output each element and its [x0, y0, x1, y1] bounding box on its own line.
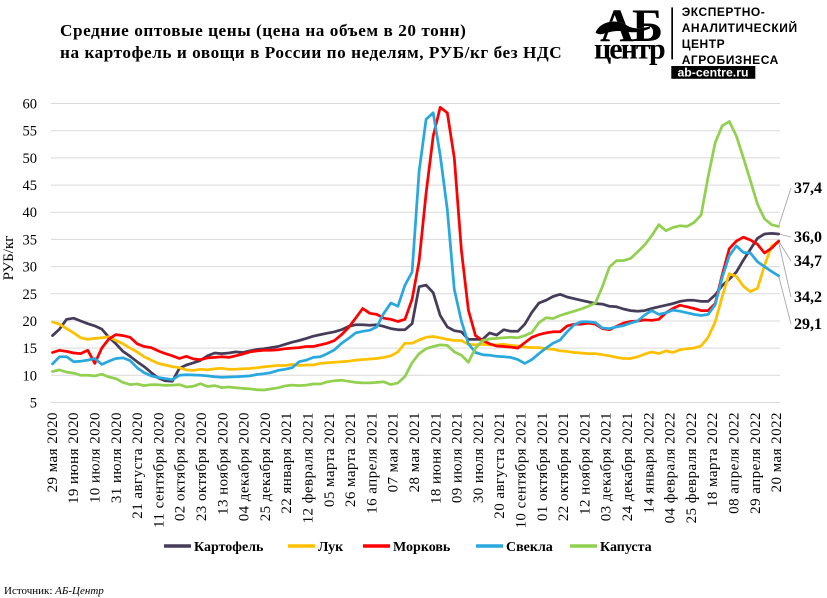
svg-text:13 ноября 2020: 13 ноября 2020 [215, 412, 231, 515]
svg-text:12 февраля 2021: 12 февраля 2021 [301, 412, 317, 523]
svg-text:35: 35 [23, 232, 38, 248]
svg-text:22 января 2021: 22 января 2021 [279, 412, 295, 514]
svg-text:11 сентября 2020: 11 сентября 2020 [151, 412, 167, 528]
svg-text:30 июля 2021: 30 июля 2021 [471, 412, 487, 503]
svg-text:10 сентября 2021: 10 сентября 2021 [514, 412, 530, 529]
svg-text:05 марта 2021: 05 марта 2021 [322, 412, 338, 507]
svg-text:04 февраля 2022: 04 февраля 2022 [663, 412, 679, 523]
svg-text:Свекла: Свекла [506, 540, 553, 555]
svg-text:центр: центр [594, 33, 665, 66]
svg-text:28 мая 2021: 28 мая 2021 [407, 412, 423, 492]
svg-text:04 декабря 2020: 04 декабря 2020 [237, 412, 253, 521]
svg-text:АГРОБИЗНЕСА: АГРОБИЗНЕСА [682, 53, 779, 67]
svg-text:26 марта 2021: 26 марта 2021 [343, 412, 359, 507]
svg-text:АНАЛИТИЧЕСКИЙ: АНАЛИТИЧЕСКИЙ [682, 20, 798, 35]
svg-text:20 августа 2021: 20 августа 2021 [492, 412, 508, 519]
svg-text:29 апреля 2022: 29 апреля 2022 [748, 412, 764, 514]
svg-text:25 февраля 2022: 25 февраля 2022 [684, 412, 700, 523]
svg-text:15: 15 [23, 341, 38, 357]
svg-text:20: 20 [23, 314, 38, 330]
svg-text:Капуста: Капуста [600, 540, 652, 555]
svg-text:24 декабря 2021: 24 декабря 2021 [620, 412, 636, 521]
svg-text:12 ноября 2021: 12 ноября 2021 [577, 412, 593, 515]
svg-text:10 июля 2020: 10 июля 2020 [88, 412, 104, 503]
svg-text:20 мая 2022: 20 мая 2022 [769, 412, 785, 492]
svg-text:18 июня 2021: 18 июня 2021 [428, 412, 444, 504]
svg-text:36,0: 36,0 [794, 229, 822, 246]
svg-text:22 октября 2021: 22 октября 2021 [556, 412, 572, 521]
svg-text:25 декабря 2020: 25 декабря 2020 [258, 412, 274, 521]
svg-text:29,1: 29,1 [794, 316, 822, 333]
svg-text:60: 60 [23, 97, 38, 113]
svg-text:50: 50 [23, 151, 38, 167]
svg-text:Лук: Лук [318, 540, 344, 555]
svg-text:ЦЕНТР: ЦЕНТР [682, 37, 726, 51]
svg-text:34,7: 34,7 [794, 253, 822, 270]
svg-text:18 марта 2022: 18 марта 2022 [705, 412, 721, 507]
svg-text:23 октября 2020: 23 октября 2020 [194, 412, 210, 521]
svg-text:19 июня 2020: 19 июня 2020 [66, 412, 82, 504]
svg-text:Морковь: Морковь [393, 540, 451, 555]
svg-text:29 мая 2020: 29 мая 2020 [45, 412, 61, 492]
svg-text:55: 55 [23, 124, 38, 140]
svg-text:09 июля 2021: 09 июля 2021 [450, 412, 466, 503]
svg-text:01 октября 2021: 01 октября 2021 [535, 412, 551, 521]
svg-text:03 декабря 2021: 03 декабря 2021 [599, 412, 615, 521]
svg-text:08 апреля 2022: 08 апреля 2022 [727, 412, 743, 514]
svg-text:5: 5 [30, 396, 37, 412]
svg-text:40: 40 [23, 205, 38, 221]
svg-text:07 мая 2021: 07 мая 2021 [386, 412, 402, 492]
svg-text:30: 30 [23, 260, 38, 276]
svg-text:21 августа 2020: 21 августа 2020 [130, 412, 146, 519]
svg-text:ab-centre.ru: ab-centre.ru [677, 65, 748, 79]
svg-text:Картофель: Картофель [194, 540, 264, 555]
svg-text:10: 10 [23, 368, 38, 384]
svg-text:02 октября 2020: 02 октября 2020 [173, 412, 189, 521]
svg-text:37,4: 37,4 [794, 180, 822, 197]
svg-text:16 апреля 2021: 16 апреля 2021 [364, 412, 380, 514]
svg-text:РУБ/кг: РУБ/кг [1, 236, 17, 281]
svg-text:25: 25 [23, 287, 38, 303]
svg-text:45: 45 [23, 178, 38, 194]
svg-text:14 января 2022: 14 января 2022 [641, 412, 657, 514]
svg-text:ЭКСПЕРТНО-: ЭКСПЕРТНО- [682, 5, 766, 19]
svg-text:31 июля 2020: 31 июля 2020 [109, 412, 125, 503]
svg-text:34,2: 34,2 [794, 289, 822, 306]
